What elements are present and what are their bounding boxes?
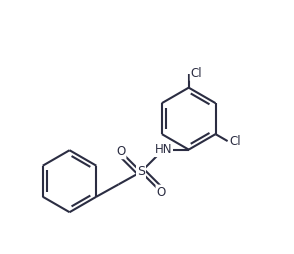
Text: Cl: Cl xyxy=(191,67,202,80)
Text: S: S xyxy=(137,165,145,178)
Text: O: O xyxy=(116,145,126,158)
Text: Cl: Cl xyxy=(230,135,241,148)
Text: HN: HN xyxy=(155,143,172,156)
Text: O: O xyxy=(156,186,166,199)
